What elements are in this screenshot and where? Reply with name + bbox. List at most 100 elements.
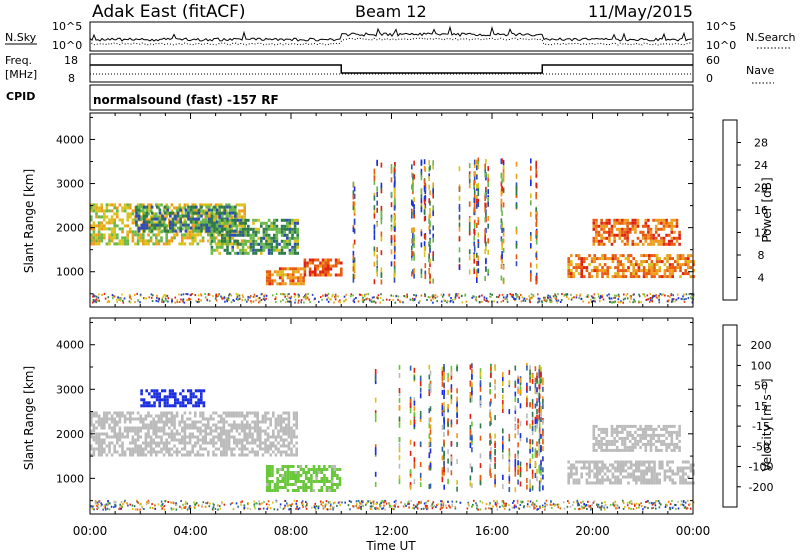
range-gate-cell [282,444,285,448]
range-gate-cell [155,435,158,439]
range-gate-cell [116,233,119,237]
speckle-cell [591,300,593,303]
speckle-cell [626,293,629,295]
streak-cell [458,257,461,263]
range-gate-cell [324,273,327,277]
range-gate-cell [271,468,274,471]
range-gate-cell [123,453,127,457]
range-gate-cell [297,471,300,474]
range-gate-cell [116,215,119,219]
speckle-cell [625,294,628,297]
range-gate-cell [265,221,268,225]
speckle-cell [456,294,459,297]
speckle-cell [358,505,361,507]
range-gate-cell [684,257,687,261]
range-gate-cell [191,242,194,246]
range-gate-cell [645,254,648,258]
range-gate-cell [123,429,127,433]
range-gate-cell [188,411,192,415]
range-gate-cell [317,471,321,474]
range-gate-cell [277,447,280,451]
range-gate-cell [147,435,150,439]
streak-cell [380,250,383,256]
range-gate-cell [156,223,159,227]
range-gate-cell [575,469,578,473]
range-gate-cell [268,279,272,283]
range-gate-cell [286,273,290,277]
range-gate-cell [174,229,177,233]
range-gate-cell [197,404,200,408]
speckle-cell [552,503,555,506]
streak-cell [487,189,489,195]
range-gate-cell [235,426,239,430]
range-gate-cell [208,223,211,227]
speckle-cell [675,507,677,510]
range-gate-cell [116,212,119,216]
range-gate-cell [207,215,210,219]
range-gate-cell [627,466,630,470]
range-gate-cell [287,444,291,448]
speckle-cell [162,301,165,304]
range-gate-cell [603,463,607,467]
range-gate-cell [618,436,622,440]
range-gate-cell [165,411,168,415]
range-gate-cell [668,263,672,267]
range-gate-cell [225,429,228,433]
range-gate-cell [97,221,101,225]
range-gate-cell [118,438,122,442]
range-gate-cell [294,267,298,271]
range-gate-cell [181,420,184,424]
speckle-cell [622,499,624,502]
range-gate-cell [667,224,671,228]
range-gate-cell [284,471,287,474]
range-gate-cell [207,453,210,457]
range-gate-cell [199,209,202,213]
range-gate-cell [225,444,228,448]
range-gate-cell [623,233,627,237]
range-gate-cell [632,475,635,479]
range-gate-cell [131,453,135,457]
range-gate-cell [286,224,289,228]
range-gate-cell [228,236,232,240]
search-noise-line [89,37,693,46]
range-gate-cell [272,444,275,448]
range-gate-cell [610,227,614,231]
range-gate-cell [660,227,663,231]
speckle-cell [327,296,330,299]
speckle-cell [297,301,299,304]
speckle-cell [655,294,657,297]
range-gate-cell [614,257,617,261]
streak-cell [390,164,393,169]
streak-cell [424,270,427,276]
range-gate-cell [282,450,285,454]
range-gate-cell [600,430,603,434]
speckle-cell [397,505,399,508]
range-gate-cell [215,208,219,212]
range-gate-cell [601,254,604,258]
range-gate-cell [200,214,203,218]
range-gate-cell [256,444,259,448]
range-gate-cell [246,441,249,445]
range-gate-cell [280,227,284,231]
ytick-label-1: 2000 [56,222,84,235]
range-gate-cell [194,426,197,430]
range-gate-cell [583,266,586,270]
range-gate-cell [103,227,106,231]
range-gate-cell [610,233,614,237]
range-gate-cell [273,239,276,243]
range-gate-cell [148,226,151,230]
range-gate-cell [623,236,627,240]
speckle-cell [109,502,111,505]
speckle-cell [550,297,553,300]
range-gate-cell [260,242,263,246]
speckle-cell [286,295,289,298]
streak-cell [458,214,461,220]
speckle-cell [585,504,588,506]
streak-cell [485,246,487,252]
speckle-cell [581,507,584,510]
range-gate-cell [135,205,138,209]
range-gate-cell [285,411,288,415]
range-gate-cell [126,212,129,216]
range-gate-cell [155,453,158,457]
range-gate-cell [165,239,168,243]
